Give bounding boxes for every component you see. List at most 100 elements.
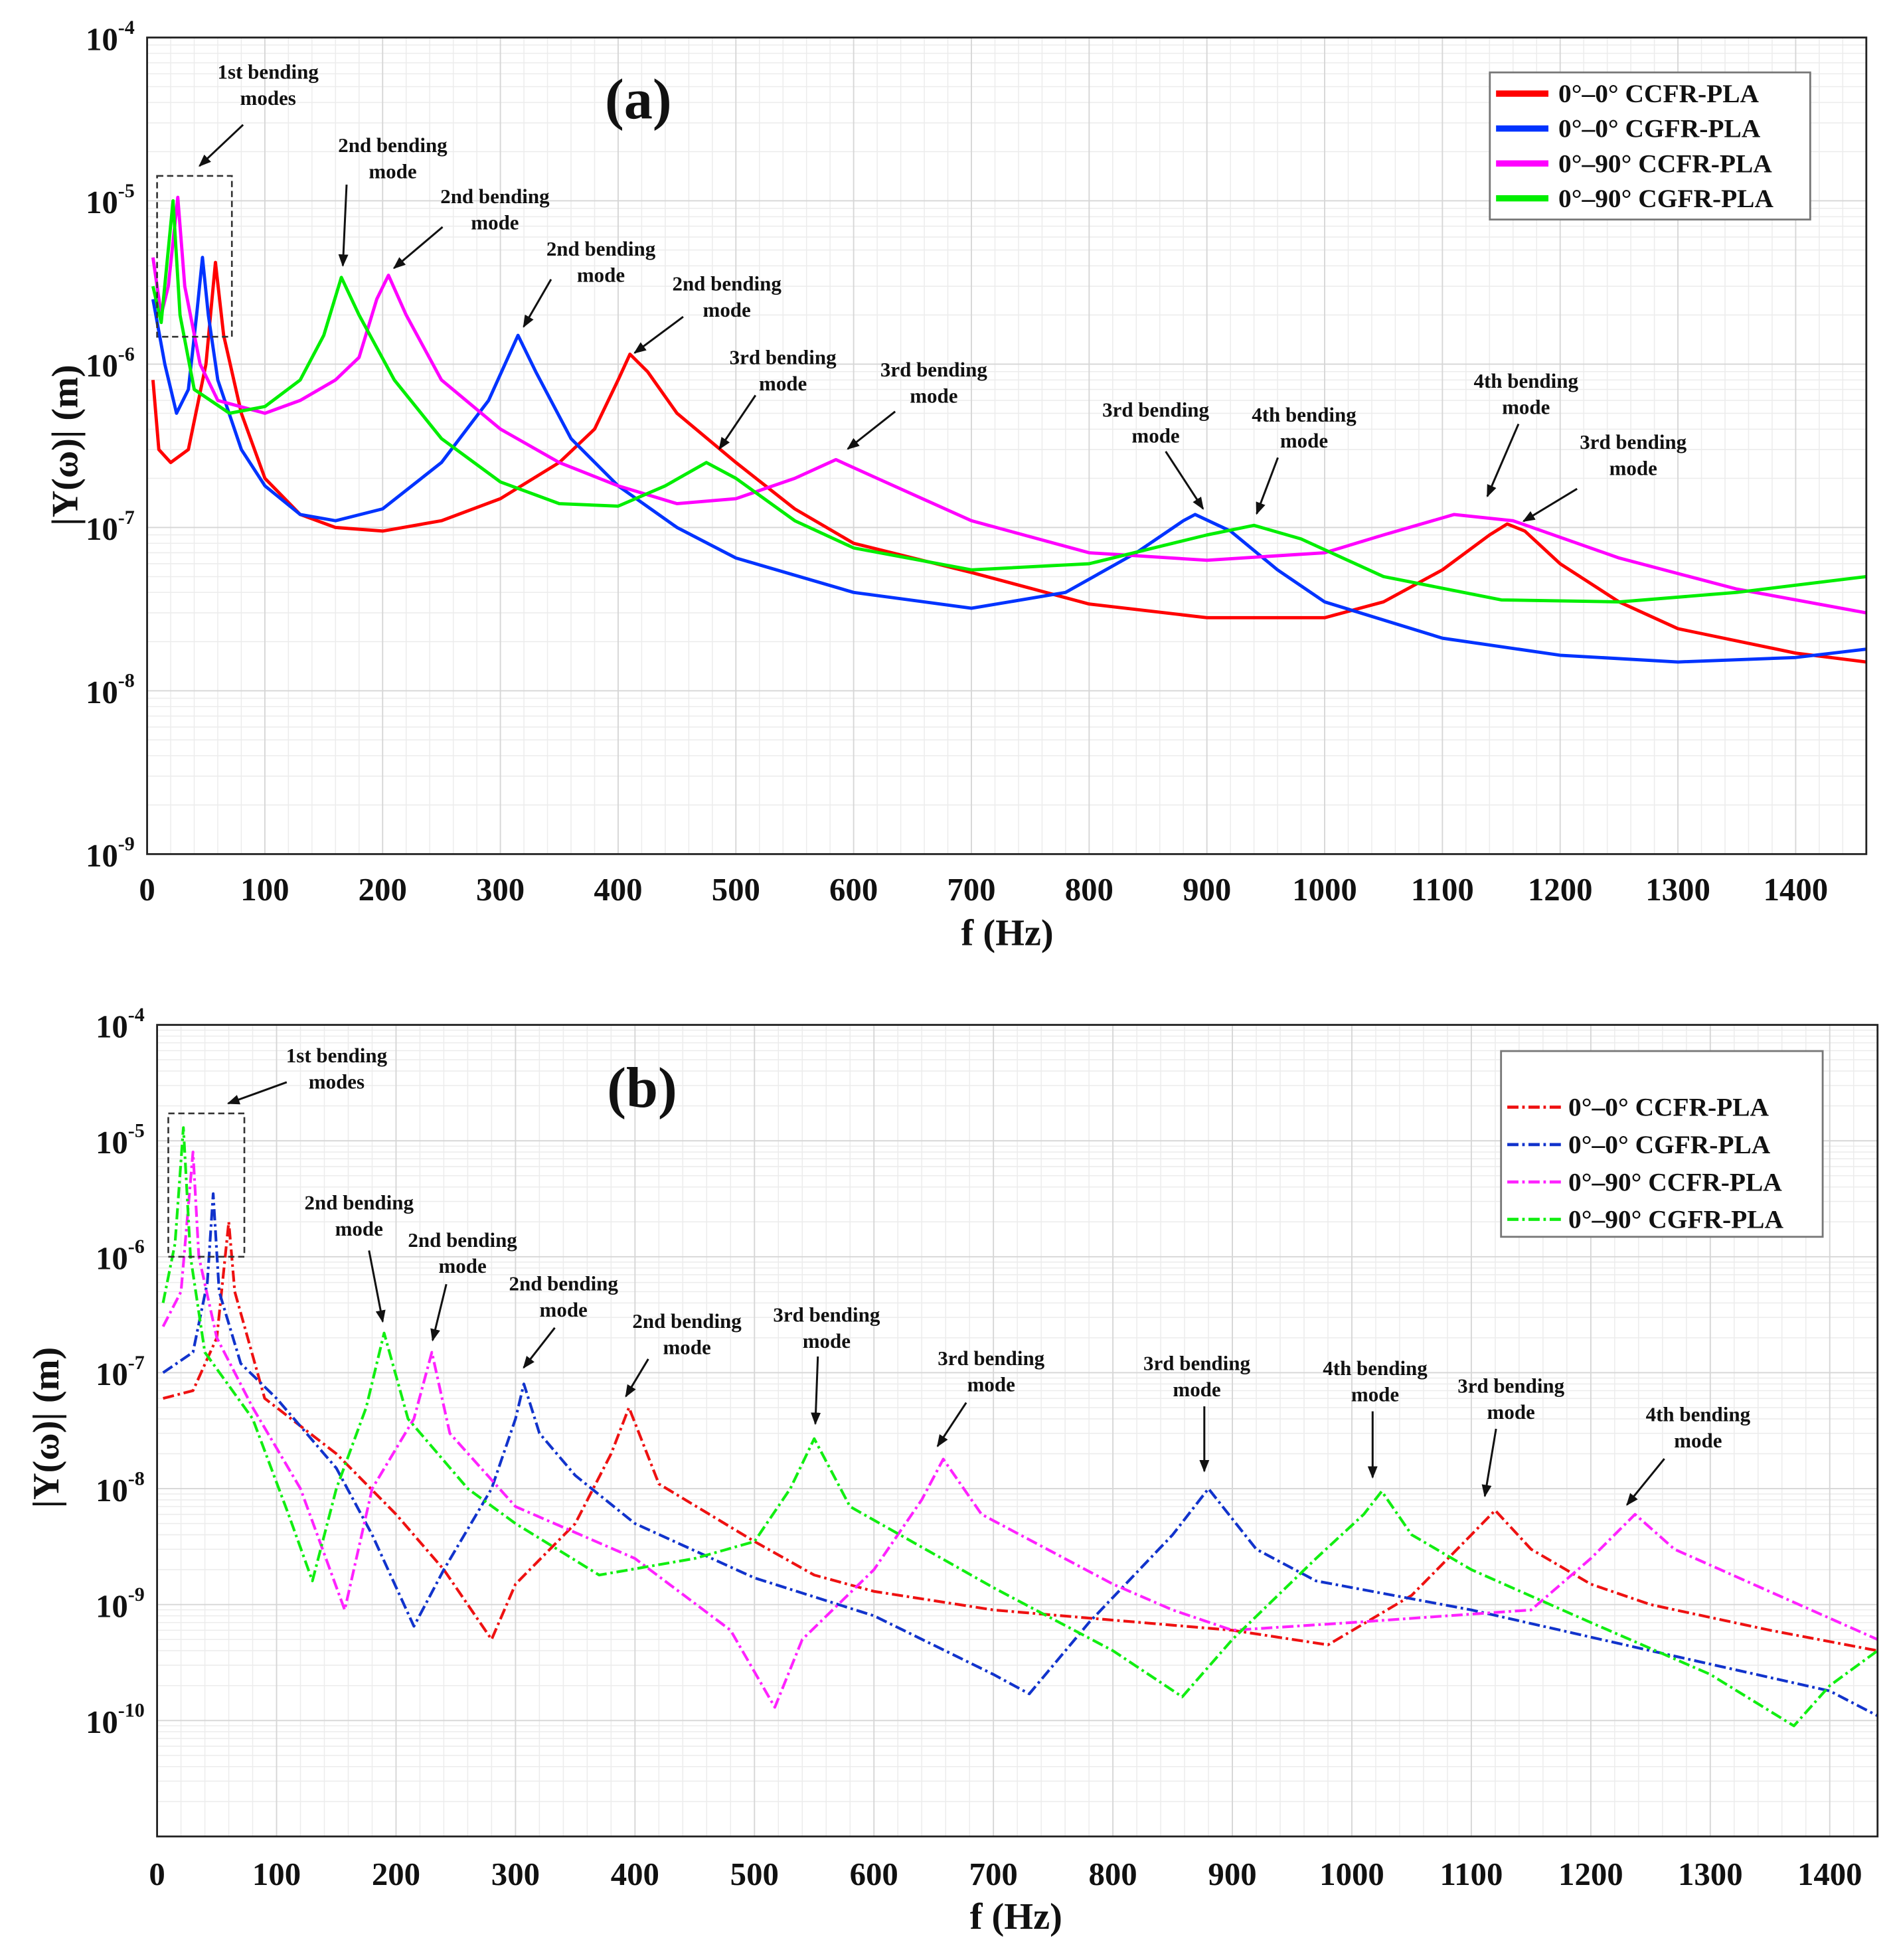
annotation-label-line2: mode <box>759 372 807 395</box>
series-line-3 <box>151 199 1867 604</box>
annotation-label-line2: mode <box>967 1373 1015 1396</box>
x-tick-label: 1400 <box>1797 1856 1862 1892</box>
annotation-label-line1: 3rd bending <box>1143 1352 1250 1375</box>
y-tick-label: 10-5 <box>86 180 135 220</box>
legend-entry: 0°–90° CGFR-PLA <box>1568 1205 1783 1234</box>
y-tick-label: 10-5 <box>96 1120 145 1161</box>
annotation-label-line2: mode <box>663 1335 710 1358</box>
annotation-label-line2: mode <box>1131 424 1179 448</box>
x-tick-label: 600 <box>829 872 878 908</box>
y-tick-base: 10 <box>96 1009 128 1044</box>
annotation-label-line2: mode <box>1351 1383 1399 1406</box>
annotation-arrow <box>1481 1428 1497 1498</box>
annotation-label-line1: 2nd bending <box>408 1228 517 1252</box>
annotation-label-line2: mode <box>471 211 519 234</box>
x-tick-label: 600 <box>850 1856 898 1892</box>
x-tick-label: 300 <box>491 1856 540 1892</box>
y-tick-base: 10 <box>86 675 118 710</box>
x-tick-label: 1200 <box>1528 872 1593 908</box>
x-tick-label: 1100 <box>1411 872 1474 908</box>
annotation-label-line2: mode <box>1609 457 1657 480</box>
y-axis-label: |Y(ω)| (m) <box>44 365 86 526</box>
annotation-label-line1: 1st bending <box>218 60 319 83</box>
series-line-3 <box>161 1126 1878 1728</box>
annotation-label-line1: 2nd bending <box>440 185 550 208</box>
annotation-label-line2: mode <box>369 160 416 183</box>
annotation-arrow <box>936 1402 967 1447</box>
annotation-label-line2: modes <box>240 86 296 110</box>
axes-frame <box>146 37 1868 855</box>
x-axis-label: f (Hz) <box>961 912 1054 953</box>
x-tick-label: 100 <box>252 1856 301 1892</box>
series-line-2 <box>161 1151 1878 1709</box>
y-tick-exponent: -9 <box>118 833 135 855</box>
x-tick-label: 800 <box>1088 1856 1137 1892</box>
y-tick-label: 10-4 <box>86 17 135 57</box>
y-tick-base: 10 <box>96 1473 128 1509</box>
annotation-label-line2: mode <box>1674 1429 1722 1452</box>
y-tick-label: 10-7 <box>96 1352 145 1392</box>
annotation-label-line1: 2nd bending <box>546 237 656 260</box>
x-tick-label: 300 <box>476 872 525 908</box>
y-tick-base: 10 <box>96 1588 128 1624</box>
y-tick-base: 10 <box>96 1241 128 1277</box>
x-tick-label: 1300 <box>1678 1856 1743 1892</box>
chart-panel-a: 0 100 200 300 400 500 600 700 800 900 1000 1100 1200… <box>44 17 1868 953</box>
legend-box <box>1489 71 1811 221</box>
annotation-arrow <box>1165 451 1204 510</box>
y-tick-label: 10-7 <box>86 507 135 547</box>
legend-entry: 0°–90° CGFR-PLA <box>1558 184 1773 213</box>
annotation-label-line2: mode <box>577 264 625 287</box>
x-tick-label: 200 <box>372 1856 420 1892</box>
annotation-label-line2: mode <box>910 384 957 408</box>
legend-entry: 0°–0° CCFR-PLA <box>1568 1093 1770 1122</box>
annotation-label-line1: 3rd bending <box>773 1303 880 1326</box>
y-tick-exponent: -7 <box>118 507 135 529</box>
legend-entry: 0°–90° CCFR-PLA <box>1568 1167 1782 1196</box>
x-axis-label: f (Hz) <box>970 1896 1062 1937</box>
y-tick-exponent: -6 <box>118 343 135 365</box>
y-tick-exponent: -9 <box>128 1584 145 1605</box>
series-line-1 <box>151 256 1867 664</box>
legend-entry: 0°–90° CCFR-PLA <box>1558 149 1772 178</box>
x-tick-label: 1200 <box>1558 1856 1623 1892</box>
y-tick-exponent: -6 <box>128 1236 145 1258</box>
annotation-arrow <box>633 315 684 354</box>
annotation-arrow <box>718 394 757 450</box>
x-tick-label: 900 <box>1183 872 1231 908</box>
x-tick-label: 500 <box>712 872 760 908</box>
annotation-label-line1: 2nd bending <box>305 1190 414 1214</box>
y-tick-label: 10-6 <box>96 1236 145 1276</box>
series-line-2 <box>151 195 1867 615</box>
y-axis-label: |Y(ω)| (m) <box>26 1347 67 1509</box>
y-tick-base: 10 <box>86 838 118 874</box>
annotation-label-line2: mode <box>1280 429 1328 452</box>
chart-panel-b: 0 100 200 300 400 500 600 700 800 900 1000 1100 1200… <box>26 1004 1879 1937</box>
annotation-label-line1: 4th bending <box>1646 1403 1751 1426</box>
y-tick-exponent: -8 <box>128 1467 145 1489</box>
annotation-label-line2: mode <box>540 1298 588 1321</box>
annotation-arrow <box>523 1327 556 1369</box>
annotation-arrow <box>199 123 244 167</box>
y-tick-base: 10 <box>96 1356 128 1392</box>
annotation-label-line1: 4th bending <box>1252 403 1357 426</box>
y-tick-base: 10 <box>86 185 118 220</box>
annotation-arrow <box>523 279 552 328</box>
x-tick-label: 1400 <box>1764 872 1829 908</box>
y-tick-label: 10-8 <box>96 1467 145 1508</box>
annotation-label-line1: 2nd bending <box>632 1309 742 1333</box>
x-tick-label: 200 <box>359 872 407 908</box>
annotation-arrow <box>392 226 444 270</box>
axes-frame <box>156 1024 1879 1838</box>
x-tick-label: 500 <box>730 1856 779 1892</box>
x-tick-label: 100 <box>240 872 289 908</box>
legend-entry: 0°–0° CGFR-PLA <box>1558 114 1761 143</box>
y-tick-base: 10 <box>86 348 118 384</box>
x-tick-label: 0 <box>149 1856 165 1892</box>
x-tick-label: 1000 <box>1292 872 1357 908</box>
y-tick-label: 10-10 <box>86 1700 145 1740</box>
annotation-label-line2: mode <box>1487 1400 1535 1424</box>
y-tick-exponent: -4 <box>128 1004 145 1026</box>
y-tick-label: 10-9 <box>86 833 135 874</box>
